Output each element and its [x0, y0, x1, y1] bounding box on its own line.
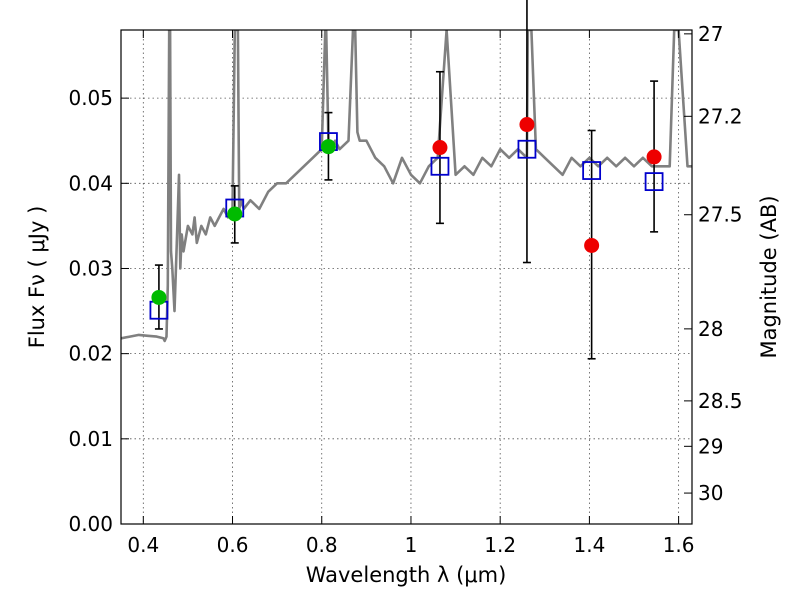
photometry-point — [320, 139, 336, 155]
y2-tick-label: 28.5 — [698, 389, 743, 413]
y-tick-label: 0.01 — [68, 427, 113, 451]
model-spectrum-line — [121, 30, 692, 343]
x-tick-label: 1.4 — [573, 533, 605, 557]
y-tick-label: 0.04 — [68, 171, 113, 195]
model-square-marker — [582, 161, 602, 180]
photometry-point — [227, 206, 243, 222]
grid — [121, 30, 692, 524]
y2-axis-label: Magnitude (AB) — [757, 195, 781, 358]
x-tick-label: 1.2 — [484, 533, 516, 557]
x-tick-label: 0.6 — [217, 533, 249, 557]
photometry-point — [584, 237, 600, 253]
model-square-marker — [430, 156, 450, 176]
y2-tick-label: 30 — [698, 481, 723, 505]
y-tick-label: 0.00 — [68, 512, 113, 536]
plot-frame — [120, 29, 693, 525]
x-axis-label: Wavelength λ (μm) — [306, 563, 507, 587]
x-tick-label: 0.4 — [127, 533, 159, 557]
y-tick-label: 0.03 — [68, 256, 113, 280]
y-tick-label: 0.02 — [68, 342, 113, 366]
x-tick-label: 0.8 — [306, 533, 338, 557]
photometry-point — [432, 140, 448, 156]
photometry-point — [646, 149, 662, 165]
photometry-point — [519, 117, 535, 133]
y2-tick-label: 28 — [698, 317, 723, 341]
model-square-marker — [644, 172, 664, 192]
marker-layer — [149, 117, 664, 320]
y2-tick-label: 27.2 — [698, 104, 743, 128]
y-axis-label: Flux Fν ( μJy ) — [25, 206, 49, 349]
spectrum-layer — [121, 30, 692, 343]
tick-layer: 0.4 0.6 0.8 1 1.2 1.4 1.6 0.00 0.01 0.02 0.03 0.04 0… — [68, 22, 742, 557]
photometry-point — [151, 289, 167, 305]
y2-tick-label: 27.5 — [698, 203, 743, 227]
model-square-marker — [517, 139, 537, 159]
y2-tick-label: 29 — [698, 434, 723, 458]
x-tick-label: 1 — [405, 533, 418, 557]
x-tick-label: 1.6 — [663, 533, 695, 557]
y2-tick-label: 27 — [698, 22, 723, 46]
y-tick-label: 0.05 — [68, 86, 113, 110]
